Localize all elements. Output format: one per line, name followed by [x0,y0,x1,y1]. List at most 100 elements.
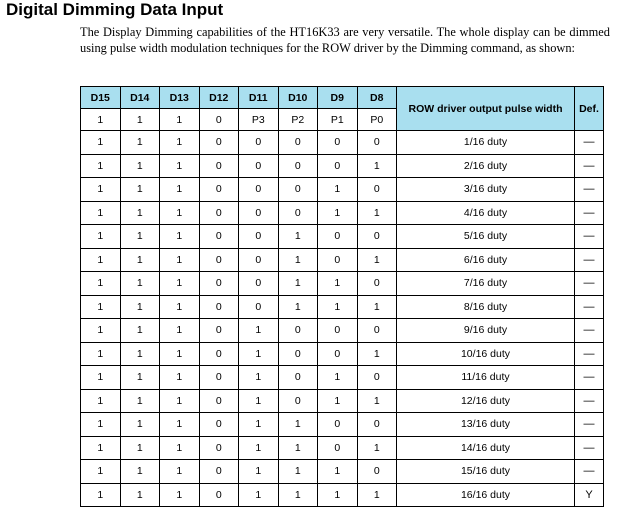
bit-cell: 0 [198,130,239,155]
table-row: 1 1 1 0 0 1 0 0 5/16 duty — [80,224,604,249]
default-cell: — [574,247,604,272]
bit-cell: 0 [277,341,318,366]
default-cell: — [574,294,604,319]
bit-cell: 0 [198,177,239,202]
bit-field-cell: 0 [198,108,239,131]
bit-cell: 0 [198,388,239,413]
bit-cell: 0 [198,365,239,390]
bit-cell: 1 [356,247,397,272]
duty-cell: 2/16 duty [396,153,575,178]
table-row: 1 1 1 0 0 1 1 1 8/16 duty — [80,294,604,319]
bit-cell: 0 [198,341,239,366]
bit-cell: 1 [277,435,318,460]
bit-field-cell: P3 [238,108,279,131]
bit-cell: 1 [159,130,200,155]
bit-cell: 1 [356,341,397,366]
bit-cell: 1 [356,153,397,178]
bit-cell: 0 [238,200,279,225]
default-cell: — [574,177,604,202]
bit-cell: 1 [80,247,121,272]
bit-cell: 1 [159,247,200,272]
bit-cell: 1 [317,294,358,319]
default-cell: — [574,435,604,460]
table-row: 1 1 1 0 0 1 1 0 7/16 duty — [80,271,604,296]
bit-cell: 1 [119,482,160,507]
bit-cell: 1 [119,177,160,202]
bit-cell: 1 [80,459,121,484]
bit-field-cell: P0 [356,108,397,131]
bit-cell: 0 [277,200,318,225]
bit-cell: 1 [238,388,279,413]
section-heading: Digital Dimming Data Input [6,0,224,19]
bit-cell: 0 [198,294,239,319]
bit-cell: 1 [80,341,121,366]
bit-field-cell: 1 [119,108,160,131]
bit-cell: 0 [198,318,239,343]
bit-cell: 1 [80,435,121,460]
default-cell: — [574,153,604,178]
bit-cell: 1 [119,412,160,437]
bit-cell: 1 [238,365,279,390]
bit-cell: 0 [317,435,358,460]
bit-cell: 1 [159,318,200,343]
bit-cell: 1 [317,482,358,507]
table-row: 1 1 1 0 0 0 1 0 3/16 duty — [80,177,604,202]
duty-cell: 3/16 duty [396,177,575,202]
bit-cell: 0 [317,247,358,272]
bit-cell: 1 [317,388,358,413]
duty-cell: 10/16 duty [396,341,575,366]
bit-cell: 1 [238,435,279,460]
bit-cell: 0 [277,130,318,155]
header-duty-cell: ROW driver output pulse width [396,86,575,131]
bit-cell: 1 [317,365,358,390]
bit-cell: 0 [198,247,239,272]
bit-cell: 1 [356,200,397,225]
bit-cell: 0 [238,130,279,155]
table-row: 1 1 1 0 1 0 1 1 12/16 duty — [80,388,604,413]
duty-cell: 15/16 duty [396,459,575,484]
bit-cell: 0 [356,365,397,390]
header-def-cell: Def. [574,86,604,131]
bit-cell: 0 [198,153,239,178]
bit-cell: 1 [80,224,121,249]
bit-cell: 1 [80,294,121,319]
bit-cell: 1 [238,318,279,343]
bit-cell: 0 [198,271,239,296]
bit-cell: 1 [317,271,358,296]
bit-cell: 1 [159,412,200,437]
bit-cell: 1 [238,412,279,437]
duty-cell: 14/16 duty [396,435,575,460]
bit-cell: 0 [198,224,239,249]
duty-cell: 12/16 duty [396,388,575,413]
default-cell: — [574,224,604,249]
bit-cell: 1 [159,294,200,319]
default-cell: — [574,388,604,413]
table-row: 1 1 1 0 0 0 0 0 1/16 duty — [80,130,604,155]
bit-cell: 1 [119,153,160,178]
table-row: 1 1 1 0 1 1 1 0 15/16 duty — [80,459,604,484]
table-row: 1 1 1 0 0 0 0 1 2/16 duty — [80,153,604,178]
bit-cell: 1 [159,271,200,296]
header-bit-cell: D10 [277,86,318,109]
table-body: 1 1 1 0 0 0 0 0 1/16 duty —1 1 1 0 0 0 0 1 2/16 duty —1 1 1 0… [80,130,604,507]
bit-cell: 1 [277,482,318,507]
bit-cell: 1 [159,200,200,225]
default-cell: — [574,130,604,155]
bit-cell: 1 [119,294,160,319]
bit-cell: 0 [277,318,318,343]
bit-cell: 1 [277,412,318,437]
bit-cell: 1 [238,459,279,484]
bit-cell: 1 [159,459,200,484]
bit-field-cell: 1 [159,108,200,131]
bit-cell: 1 [119,365,160,390]
bit-cell: 0 [356,130,397,155]
bit-cell: 0 [238,177,279,202]
bit-cell: 0 [277,153,318,178]
duty-cell: 13/16 duty [396,412,575,437]
bit-cell: 0 [238,153,279,178]
bit-cell: 1 [80,200,121,225]
bit-cell: 1 [356,435,397,460]
bit-cell: 1 [80,271,121,296]
bit-cell: 1 [277,294,318,319]
bit-cell: 0 [317,224,358,249]
